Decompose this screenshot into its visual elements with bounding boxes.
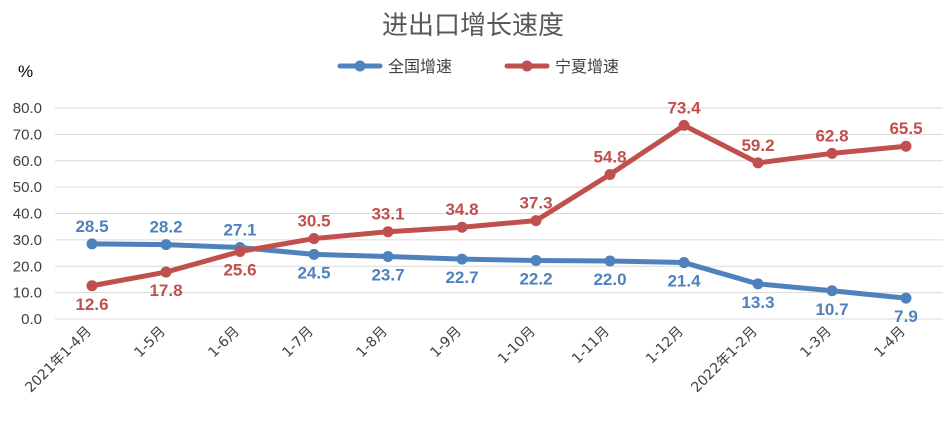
data-point — [530, 254, 542, 266]
data-label: 59.2 — [741, 136, 774, 155]
data-point — [900, 140, 912, 152]
data-label: 13.3 — [741, 293, 774, 312]
x-tick-label: 1-4月 — [871, 324, 908, 361]
data-label: 22.2 — [519, 269, 552, 288]
x-tick-label: 2021年1-4月 — [22, 324, 94, 396]
x-tick-label: 2022年1-2月 — [688, 324, 760, 396]
data-label: 28.5 — [75, 217, 108, 236]
data-labels: 28.5 28.2 27.1 24.5 23.7 22.7 22.2 22.0 21.4 13.3… — [75, 98, 922, 326]
data-point — [604, 168, 616, 180]
legend-point-marker — [354, 60, 366, 72]
x-axis-ticks: 2021年1-4月 1-5月 1-6月 1-7月 1-8月 1-9月 1-10月 1-11月 1… — [22, 324, 908, 396]
y-axis-unit-label: % — [18, 62, 33, 81]
y-tick-label: 40.0 — [13, 206, 42, 223]
data-point — [382, 250, 394, 262]
data-point — [86, 238, 98, 250]
data-point — [752, 157, 764, 169]
x-tick-label: 1-9月 — [427, 324, 464, 361]
y-tick-label: 60.0 — [13, 153, 42, 170]
data-point — [160, 239, 172, 251]
data-label: 73.4 — [667, 98, 701, 117]
y-tick-label: 70.0 — [13, 126, 42, 143]
data-label: 34.8 — [445, 200, 478, 219]
legend-item: 全国增速 — [337, 57, 452, 76]
data-label: 10.7 — [815, 300, 848, 319]
y-tick-label: 10.0 — [13, 285, 42, 302]
data-point — [900, 292, 912, 304]
gridlines — [55, 107, 943, 320]
data-point — [234, 245, 246, 257]
y-tick-label: 20.0 — [13, 258, 42, 275]
series-national — [86, 238, 912, 304]
data-point — [752, 278, 764, 290]
x-tick-label: 1-3月 — [797, 324, 834, 361]
data-label: 21.4 — [667, 272, 701, 291]
y-tick-label: 0.0 — [21, 311, 42, 328]
x-tick-label: 1-12月 — [643, 324, 687, 368]
y-axis-ticks: 0.0 10.0 20.0 30.0 40.0 50.0 60.0 70.0 80.0 — [13, 100, 42, 328]
y-tick-label: 50.0 — [13, 179, 42, 196]
series-ningxia — [86, 119, 912, 292]
data-label: 28.2 — [149, 218, 182, 237]
data-label: 30.5 — [297, 212, 330, 231]
x-tick-label: 1-6月 — [205, 324, 242, 361]
data-label: 25.6 — [223, 260, 256, 279]
legend: 全国增速 宁夏增速 — [337, 57, 619, 76]
data-point — [86, 280, 98, 292]
legend-label: 全国增速 — [388, 57, 452, 76]
data-label: 12.6 — [75, 295, 108, 314]
data-label: 33.1 — [371, 205, 404, 224]
data-label: 7.9 — [894, 307, 918, 326]
y-tick-label: 30.0 — [13, 232, 42, 249]
series-line — [89, 241, 909, 301]
data-point — [530, 215, 542, 227]
data-label: 22.7 — [445, 268, 478, 287]
x-tick-label: 1-5月 — [131, 324, 168, 361]
legend-label: 宁夏增速 — [555, 57, 619, 76]
data-point — [604, 255, 616, 267]
series-line — [89, 122, 909, 289]
data-point — [678, 257, 690, 269]
x-tick-label: 1-7月 — [279, 324, 316, 361]
data-point — [308, 248, 320, 260]
x-tick-label: 1-10月 — [495, 324, 539, 368]
x-tick-label: 1-8月 — [353, 324, 390, 361]
data-point — [456, 253, 468, 265]
data-label: 37.3 — [519, 194, 552, 213]
chart-title: 进出口增长速度 — [382, 11, 564, 41]
data-point — [382, 226, 394, 238]
x-tick-label: 1-11月 — [569, 324, 613, 368]
data-point — [456, 221, 468, 233]
data-label: 27.1 — [223, 221, 256, 240]
legend-item: 宁夏增速 — [504, 57, 619, 76]
data-point — [678, 119, 690, 131]
data-label: 62.8 — [815, 126, 848, 145]
data-label: 17.8 — [149, 281, 182, 300]
y-tick-label: 80.0 — [13, 100, 42, 117]
legend-point-marker — [521, 60, 533, 72]
data-point — [160, 266, 172, 278]
data-label: 65.5 — [889, 119, 922, 138]
data-label: 23.7 — [371, 265, 404, 284]
data-label: 54.8 — [593, 147, 626, 166]
data-label: 24.5 — [297, 263, 330, 282]
data-point — [826, 147, 838, 159]
data-point — [826, 285, 838, 297]
data-label: 22.0 — [593, 270, 626, 289]
series-group — [86, 119, 912, 304]
data-point — [308, 233, 320, 245]
